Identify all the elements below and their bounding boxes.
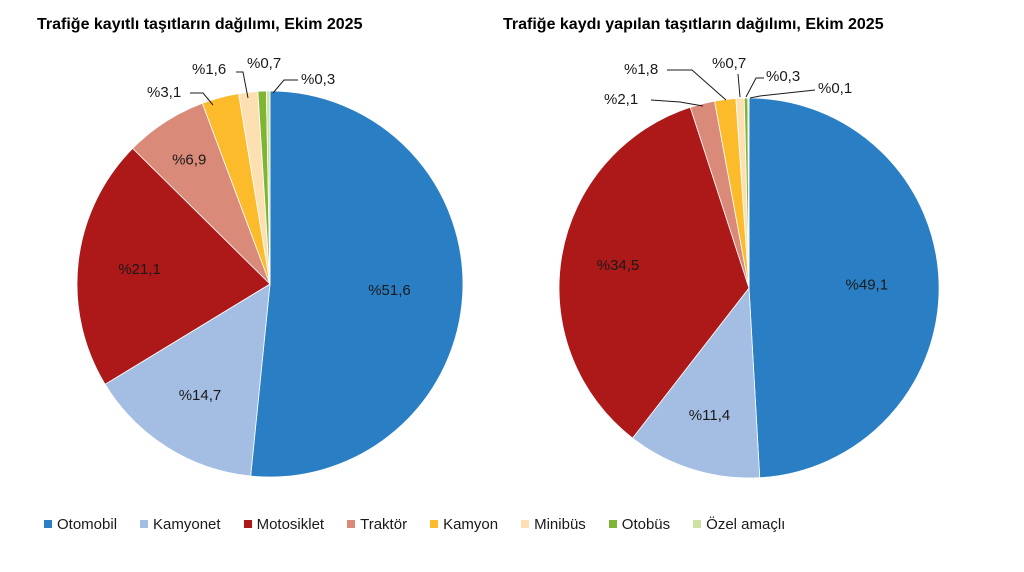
leader-line-kamyon [190, 92, 214, 106]
legend-swatch [347, 520, 356, 528]
slice-label-otobus: %0,7 [247, 55, 281, 72]
legend-label: Traktör [360, 515, 408, 533]
chart-title-registered: Trafiğe kayıtlı taşıtların dağılımı, Eki… [37, 16, 363, 33]
legend-item-kamyon: Kamyon [430, 516, 498, 533]
leader-line-minibus [236, 71, 249, 99]
slice-label-otomobil: %49,1 [846, 277, 889, 294]
legend-swatch [44, 520, 52, 528]
slice-label-motosiklet: %34,5 [597, 257, 640, 274]
legend-label: Özel amaçlı [706, 515, 786, 533]
legend-item-traktor: Traktör [347, 516, 407, 533]
slice-label-kamyon: %3,1 [147, 84, 181, 101]
legend-swatch [693, 520, 702, 528]
pie-slice-motosiklet [76, 147, 271, 385]
legend-item-ozel-amacli: Özel amaçlı [693, 516, 785, 533]
slice-label-ozel-amacli: %0,1 [818, 80, 852, 97]
legend-swatch [140, 520, 149, 528]
slice-label-kamyonet: %11,4 [689, 407, 730, 424]
legend-label: Minibüs [534, 515, 586, 533]
legend-item-minibus: Minibüs [521, 516, 586, 533]
pie-new-registrations: %49,1 %11,4 %34,5 %2,1 %1,8 %0,7 %0,3 %0,1 [558, 55, 940, 479]
slice-label-minibus: %1,6 [192, 61, 226, 78]
leader-line-ozel-amacli [272, 79, 298, 94]
slice-label-minibus: %0,7 [712, 55, 746, 72]
legend-label: Kamyon [443, 515, 499, 533]
pie-registered: %51,6 %14,7 %21,1 %6,9 %3,1 %1,6 %0,7 %0,3 [76, 55, 464, 478]
pie-slice-kamyonet [104, 283, 271, 477]
slice-label-traktor: %6,9 [172, 151, 206, 168]
slice-label-ozel-amacli: %0,3 [301, 71, 335, 88]
legend-label: Otomobil [57, 515, 118, 533]
legend-swatch [430, 520, 439, 528]
leader-line-minibus [737, 73, 741, 98]
legend-label: Otobüs [621, 515, 671, 533]
leader-line-otobus [745, 77, 764, 98]
legend-item-motosiklet: Motosiklet [243, 515, 325, 533]
leader-line-ozel-amacli [749, 89, 816, 99]
pie-slice-ozel-amacli [747, 97, 750, 289]
pie-slice-kamyonet [631, 286, 761, 479]
legend-label: Kamyonet [153, 515, 221, 533]
legend-label: Motosiklet [256, 515, 325, 533]
leader-line-traktor [650, 99, 704, 107]
legend-swatch [521, 520, 530, 528]
pie-slice-motosiklet [558, 106, 750, 439]
slice-label-otobus: %0,3 [766, 68, 800, 85]
slice-label-kamyonet: %14,7 [179, 387, 222, 404]
pie-slice-otomobil [250, 90, 464, 478]
chart-title-new-registrations: Trafiğe kaydı yapılan taşıtların dağılım… [503, 16, 884, 33]
legend-item-otomobil: Otomobil [44, 516, 117, 533]
legend-item-kamyonet: Kamyonet [140, 516, 221, 533]
slice-label-kamyon: %1,8 [624, 61, 658, 78]
slice-label-otomobil: %51,6 [368, 282, 411, 299]
legend-item-otobus: Otobüs [608, 515, 671, 533]
legend-swatch [243, 520, 252, 528]
legend: Otomobil Kamyonet Motosiklet Traktör Kam… [0, 513, 1024, 535]
leader-line-kamyon [667, 69, 727, 101]
slice-label-traktor: %2,1 [604, 91, 638, 108]
slice-label-motosiklet: %21,1 [118, 261, 161, 278]
legend-swatch [608, 520, 617, 528]
pie-slice-otomobil [748, 97, 940, 479]
pie-slice-ozel-amacli [265, 90, 271, 285]
